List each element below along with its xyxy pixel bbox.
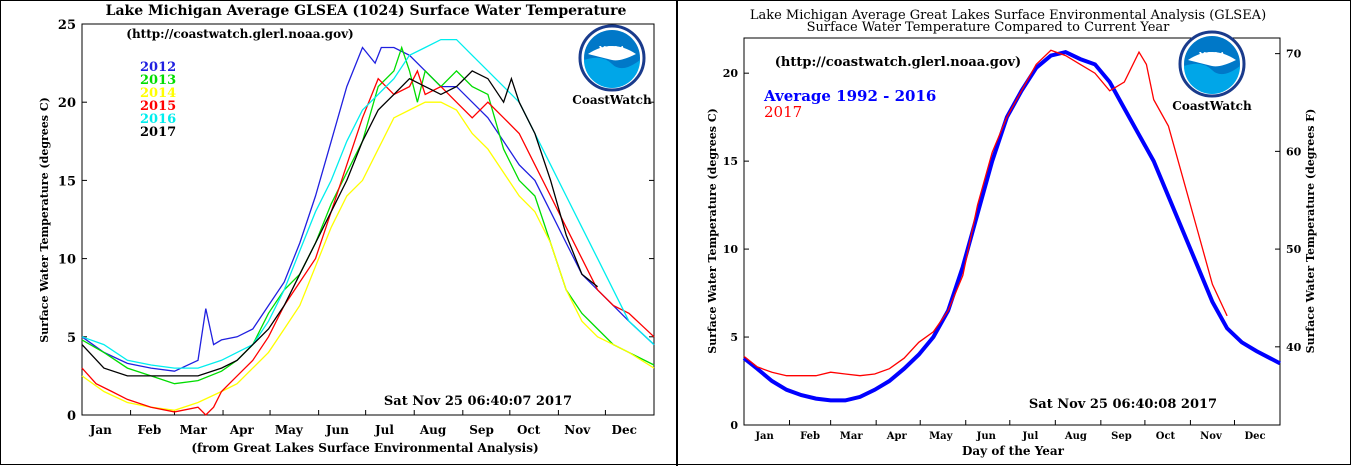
- series-line-2017: [743, 49, 1228, 377]
- y-tick-label: 10: [723, 243, 739, 256]
- coastwatch-label: CoastWatch: [1172, 99, 1252, 113]
- plot-frame: [743, 37, 1281, 426]
- x-tick-label: Apr: [886, 431, 908, 442]
- y-tick-label: 15: [58, 174, 76, 189]
- x-tick-label: Mar: [180, 423, 208, 437]
- series-line-2012: [81, 46, 655, 372]
- chart-subtitle: (http://coastwatch.glerl.noaa.gov): [126, 27, 353, 41]
- x-tick-label: May: [275, 423, 304, 437]
- timestamp: Sat Nov 25 06:40:07 2017: [384, 394, 572, 409]
- y-axis-label-right: Surface Water Temperature (degrees F): [1304, 109, 1317, 354]
- noaa-logo-gull: [1188, 52, 1236, 67]
- x-tick-label: Oct: [517, 423, 541, 437]
- y-tick-label-right: 40: [1286, 341, 1302, 354]
- x-tick-label: Feb: [800, 431, 820, 442]
- coastwatch-label: CoastWatch: [572, 93, 652, 107]
- x-tick-label: Jun: [976, 431, 997, 442]
- chart-title: Lake Michigan Average Great Lakes Surfac…: [750, 8, 1266, 23]
- x-tick-label: Dec: [1244, 431, 1265, 442]
- y-tick-label: 0: [730, 419, 738, 432]
- y-tick-label: 20: [723, 67, 739, 80]
- x-tick-label: Nov: [564, 423, 591, 437]
- noaa-logo-wave: [1184, 63, 1240, 94]
- x-tick-label: Jul: [374, 423, 394, 437]
- x-tick-label: Feb: [137, 423, 161, 437]
- chart-subtitle: Surface Water Temperature Compared to Cu…: [807, 20, 1170, 35]
- x-tick-label: Sep: [469, 423, 494, 437]
- series-line-2015: [81, 69, 655, 416]
- noaa-logo-text: NOAA: [599, 44, 626, 54]
- y-tick-label-right: 70: [1286, 48, 1302, 61]
- legend-entry-Average-1992---2016: Average 1992 - 2016: [763, 87, 936, 105]
- chart-panel-left: Lake Michigan Average GLSEA (1024) Surfa…: [0, 0, 676, 466]
- legend-entry-2013: 2013: [140, 73, 176, 88]
- timestamp: Sat Nov 25 06:40:08 2017: [1029, 397, 1217, 412]
- x-tick-label: Sep: [1111, 431, 1132, 442]
- y-tick-label: 5: [730, 331, 738, 344]
- chart-left-svg: Lake Michigan Average GLSEA (1024) Surfa…: [38, 3, 655, 455]
- x-tick-label: Mar: [840, 431, 864, 442]
- x-tick-label: Aug: [419, 423, 447, 437]
- panel-divider: [676, 0, 678, 466]
- x-tick-label: Dec: [612, 423, 637, 437]
- y-tick-label: 10: [58, 253, 76, 268]
- x-axis-label: (from Great Lakes Surface Environmental …: [191, 441, 538, 455]
- legend-entry-2017: 2017: [140, 125, 176, 140]
- legend-entry-2016: 2016: [140, 112, 176, 127]
- x-tick-label: May: [929, 431, 954, 442]
- chart-title: Lake Michigan Average GLSEA (1024) Surfa…: [106, 3, 627, 19]
- x-tick-label: Jun: [325, 423, 349, 437]
- plot-frame: [81, 23, 655, 416]
- noaa-logo-wave: [584, 57, 640, 88]
- x-tick-label: Nov: [1200, 431, 1223, 442]
- y-tick-label: 25: [58, 18, 76, 33]
- chart-url: (http://coastwatch.glerl.noaa.gov): [775, 55, 1021, 70]
- y-tick-label: 15: [723, 155, 738, 168]
- y-tick-label-right: 60: [1286, 145, 1302, 158]
- x-tick-label: Apr: [229, 423, 255, 437]
- x-tick-label: Oct: [1156, 431, 1176, 442]
- y-tick-label: 20: [58, 96, 76, 111]
- noaa-logo-gull: [588, 46, 636, 61]
- series-line-2016: [81, 38, 655, 369]
- x-tick-label: Jan: [89, 423, 112, 437]
- legend-entry-2015: 2015: [140, 99, 176, 114]
- series-line-2014: [81, 101, 655, 411]
- legend-entry-2014: 2014: [140, 86, 176, 101]
- chart-panel-right: Lake Michigan Average Great Lakes Surfac…: [678, 0, 1352, 466]
- chart-right-svg: Lake Michigan Average Great Lakes Surfac…: [706, 8, 1317, 458]
- legend-entry-2017: 2017: [764, 103, 802, 121]
- x-tick-label: Jan: [754, 431, 774, 442]
- y-tick-label: 0: [67, 409, 76, 424]
- x-tick-label: Aug: [1064, 431, 1087, 442]
- x-axis-label: Day of the Year: [962, 444, 1065, 458]
- y-axis-label: Surface Water Temperature (degrees C): [38, 97, 51, 343]
- y-axis-label: Surface Water Temperature (degrees C): [706, 108, 719, 354]
- y-tick-label-right: 50: [1286, 243, 1302, 256]
- x-tick-label: Jul: [1021, 431, 1038, 442]
- y-tick-label: 5: [67, 331, 76, 346]
- noaa-logo-text: NOAA: [1199, 50, 1226, 60]
- series-line-2017: [81, 70, 599, 377]
- legend-entry-2012: 2012: [140, 60, 176, 75]
